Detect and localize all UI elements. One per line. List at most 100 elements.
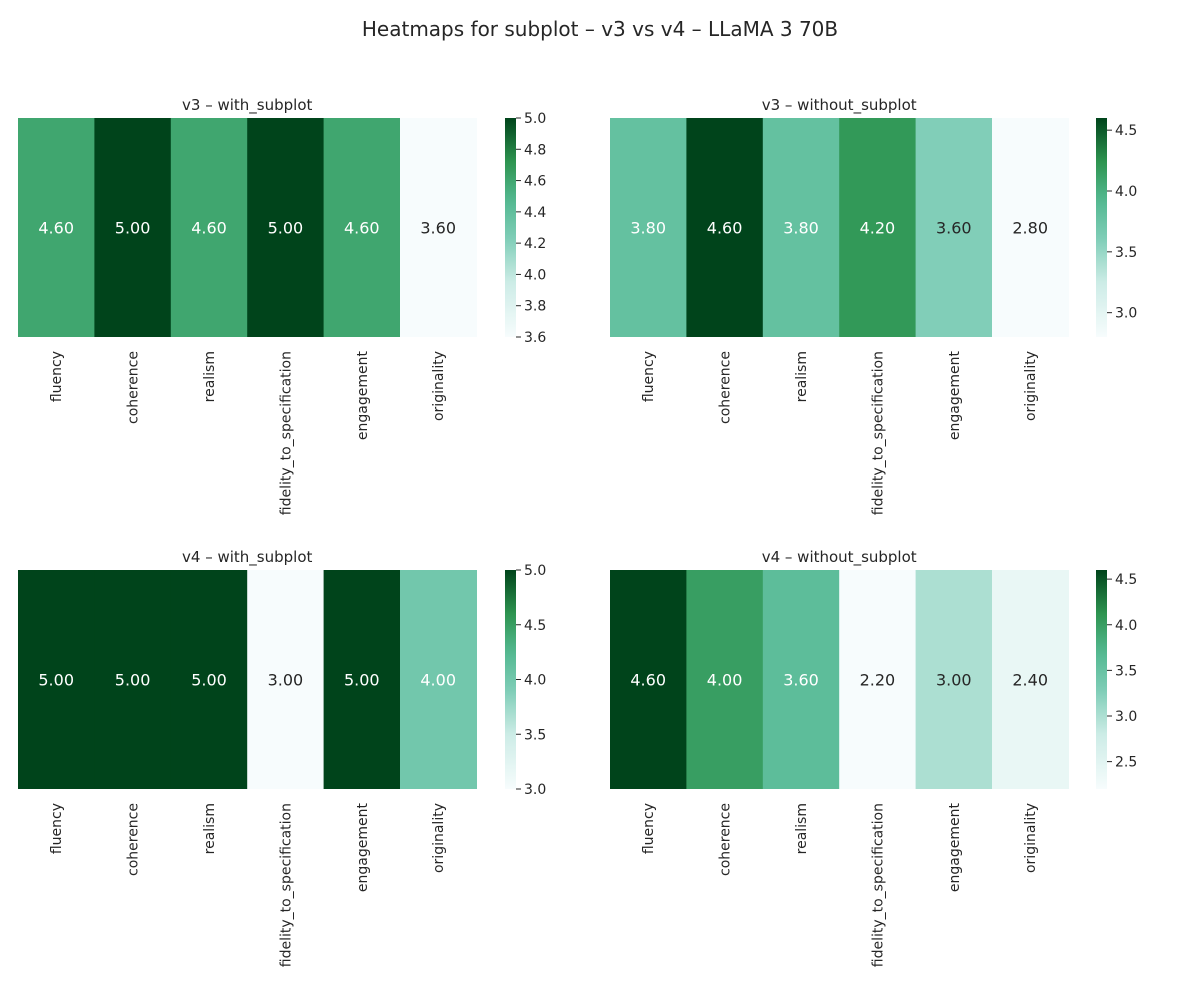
cell-value-label: 3.60 xyxy=(936,219,972,238)
heatmap-cell-coherence xyxy=(94,118,172,337)
colorbar xyxy=(505,118,516,337)
heatmap-cell-fidelity_to_specification xyxy=(839,570,917,789)
x-tick-label-fidelity_to_specification: fidelity_to_specification xyxy=(278,803,294,967)
cell-value-label: 3.60 xyxy=(783,671,819,690)
colorbar-tick-label: 3.6 xyxy=(524,330,546,346)
colorbar-tick-label: 3.5 xyxy=(1115,663,1137,679)
heatmap-cell-originality xyxy=(992,570,1069,789)
x-tick-label-realism: realism xyxy=(794,351,810,402)
heatmap-cell-fidelity_to_specification xyxy=(247,118,325,337)
heatmap-cell-engagement xyxy=(915,570,993,789)
cell-value-label: 4.60 xyxy=(38,219,74,238)
colorbar-tick-label: 3.5 xyxy=(1115,245,1137,261)
colorbar-tick-label: 2.5 xyxy=(1115,755,1137,771)
colorbar xyxy=(1096,570,1107,789)
colorbar-tick-label: 4.5 xyxy=(524,618,546,634)
heatmap-cell-originality xyxy=(400,118,477,337)
heatmap-panel-v4-without-subplot: v4 – without_subplot 4.60 fluency 4.00 coher… xyxy=(610,548,1137,967)
cell-value-label: 4.00 xyxy=(707,671,743,690)
heatmap-cell-originality xyxy=(400,570,477,789)
colorbar-tick-label: 3.5 xyxy=(524,727,546,743)
cell-value-label: 3.80 xyxy=(783,219,819,238)
heatmap-cell-realism xyxy=(170,118,248,337)
colorbar-tick-label: 4.0 xyxy=(1115,618,1137,634)
cell-value-label: 2.20 xyxy=(860,671,896,690)
heatmap-cell-fluency xyxy=(610,570,687,789)
heatmap-panel-v3-with-subplot: v3 – with_subplot 4.60 fluency 5.00 coherenc… xyxy=(18,96,546,515)
cell-value-label: 5.00 xyxy=(115,671,151,690)
x-tick-label-realism: realism xyxy=(202,351,218,402)
colorbar-tick-label: 5.0 xyxy=(524,111,546,127)
x-tick-label-coherence: coherence xyxy=(718,351,734,424)
heatmap-cell-realism xyxy=(170,570,248,789)
colorbar xyxy=(1096,118,1107,337)
x-tick-label-fluency: fluency xyxy=(49,351,65,402)
colorbar-tick-label: 4.5 xyxy=(1115,123,1137,139)
x-tick-label-fidelity_to_specification: fidelity_to_specification xyxy=(870,803,886,967)
colorbar-tick-label: 3.0 xyxy=(524,782,546,798)
heatmap-cell-engagement xyxy=(323,118,401,337)
cell-value-label: 5.00 xyxy=(268,219,304,238)
heatmap-cell-originality xyxy=(992,118,1069,337)
colorbar-tick-label: 4.0 xyxy=(524,267,546,283)
x-tick-label-coherence: coherence xyxy=(126,351,142,424)
heatmap-cell-coherence xyxy=(686,118,764,337)
colorbar-tick-label: 4.4 xyxy=(524,205,546,221)
cell-value-label: 3.00 xyxy=(268,671,304,690)
cell-value-label: 5.00 xyxy=(191,671,227,690)
heatmap-cell-coherence xyxy=(94,570,172,789)
colorbar-tick-label: 4.6 xyxy=(524,174,546,190)
heatmap-cell-realism xyxy=(762,118,840,337)
figure-title: Heatmaps for subplot – v3 vs v4 – LLaMA … xyxy=(362,17,838,41)
x-tick-label-originality: originality xyxy=(1023,351,1039,421)
cell-value-label: 4.00 xyxy=(420,671,456,690)
x-tick-label-originality: originality xyxy=(431,351,447,421)
heatmap-cell-engagement xyxy=(323,570,401,789)
colorbar-tick-label: 3.8 xyxy=(524,299,546,315)
colorbar-tick-label: 3.0 xyxy=(1115,709,1137,725)
panel-title: v4 – without_subplot xyxy=(762,548,917,567)
heatmap-cell-engagement xyxy=(915,118,993,337)
cell-value-label: 4.60 xyxy=(191,219,227,238)
colorbar-tick-label: 4.8 xyxy=(524,142,546,158)
heatmap-panel-v4-with-subplot: v4 – with_subplot 5.00 fluency 5.00 coherenc… xyxy=(18,548,546,967)
colorbar-tick-label: 4.5 xyxy=(1115,572,1137,588)
heatmap-cell-realism xyxy=(762,570,840,789)
cell-value-label: 4.60 xyxy=(707,219,743,238)
colorbar-tick-label: 3.0 xyxy=(1115,306,1137,322)
heatmap-cell-fluency xyxy=(18,118,95,337)
x-tick-label-originality: originality xyxy=(1023,803,1039,873)
x-tick-label-fluency: fluency xyxy=(641,803,657,854)
x-tick-label-engagement: engagement xyxy=(947,803,963,893)
panel-title: v3 – without_subplot xyxy=(762,96,917,115)
x-tick-label-fluency: fluency xyxy=(49,803,65,854)
heatmap-panel-v3-without-subplot: v3 – without_subplot 3.80 fluency 4.60 coher… xyxy=(610,96,1137,515)
cell-value-label: 4.60 xyxy=(630,671,666,690)
panel-title: v4 – with_subplot xyxy=(182,548,312,567)
x-tick-label-coherence: coherence xyxy=(126,803,142,876)
x-tick-label-realism: realism xyxy=(202,803,218,854)
x-tick-label-coherence: coherence xyxy=(718,803,734,876)
cell-value-label: 4.60 xyxy=(344,219,380,238)
x-tick-label-engagement: engagement xyxy=(355,803,371,893)
colorbar-tick-label: 4.0 xyxy=(524,673,546,689)
colorbar xyxy=(505,570,516,789)
x-tick-label-engagement: engagement xyxy=(947,351,963,441)
heatmap-cell-fidelity_to_specification xyxy=(839,118,917,337)
heatmap-cell-fluency xyxy=(18,570,95,789)
cell-value-label: 4.20 xyxy=(860,219,896,238)
cell-value-label: 5.00 xyxy=(344,671,380,690)
cell-value-label: 2.40 xyxy=(1012,671,1048,690)
x-tick-label-fidelity_to_specification: fidelity_to_specification xyxy=(278,351,294,515)
x-tick-label-fidelity_to_specification: fidelity_to_specification xyxy=(870,351,886,515)
x-tick-label-fluency: fluency xyxy=(641,351,657,402)
heatmap-cell-fluency xyxy=(610,118,687,337)
x-tick-label-engagement: engagement xyxy=(355,351,371,441)
cell-value-label: 3.00 xyxy=(936,671,972,690)
panel-title: v3 – with_subplot xyxy=(182,96,312,115)
cell-value-label: 3.80 xyxy=(630,219,666,238)
colorbar-tick-label: 4.2 xyxy=(524,236,546,252)
colorbar-tick-label: 4.0 xyxy=(1115,184,1137,200)
cell-value-label: 5.00 xyxy=(115,219,151,238)
